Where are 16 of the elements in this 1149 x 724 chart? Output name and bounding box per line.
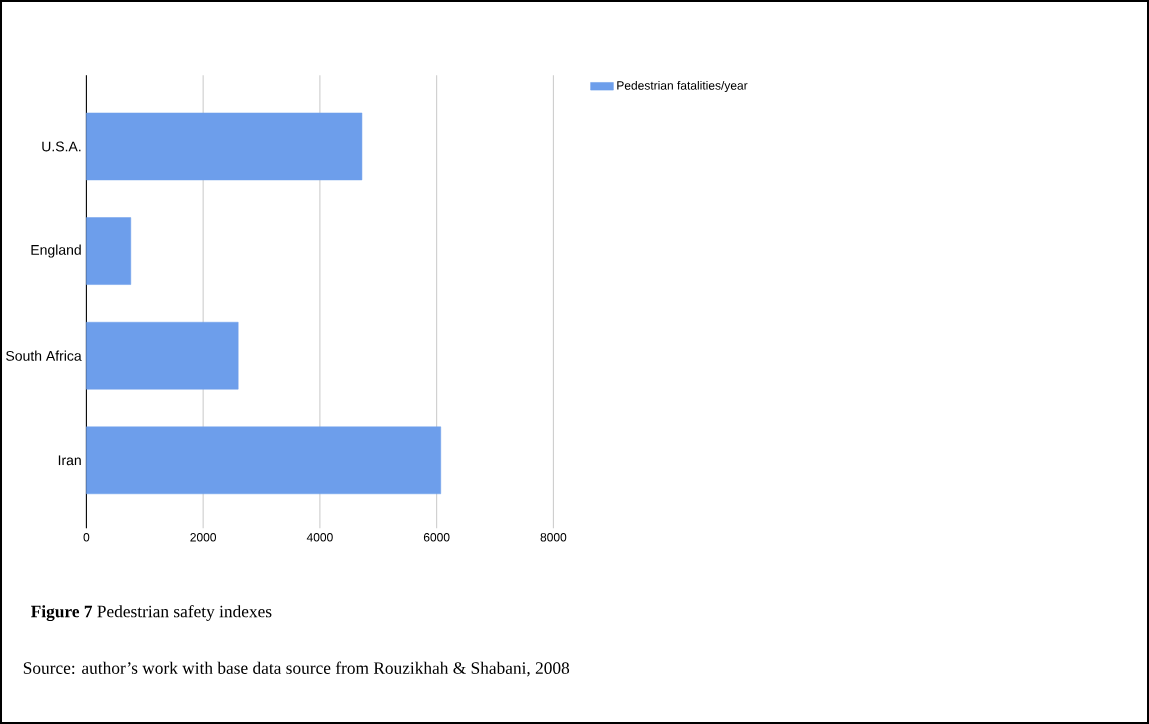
x-tick-label: 8000 [540,533,567,542]
y-tick-label: England [31,244,81,258]
y-tick-label: U.S.A. [42,141,81,152]
x-tick-label: 2000 [190,533,217,542]
bar [86,217,132,285]
bar [86,321,239,390]
text: Figure 7 Pedestrian safety indexes [31,604,272,622]
legend-label: Pedestrian fatalities/year [617,80,748,93]
x-tick-label: 4000 [306,533,333,542]
x-tick-label: 0 [83,533,90,542]
y-tick-label: Iran [58,455,81,466]
source-note: Source: author’s work with base data source from Rouzikhah & Shabani, 2008 [23,661,570,677]
y-tick-label: South Africa [6,350,82,361]
x-tick-label: 6000 [423,533,450,542]
bar [86,112,363,181]
bar [86,426,441,495]
